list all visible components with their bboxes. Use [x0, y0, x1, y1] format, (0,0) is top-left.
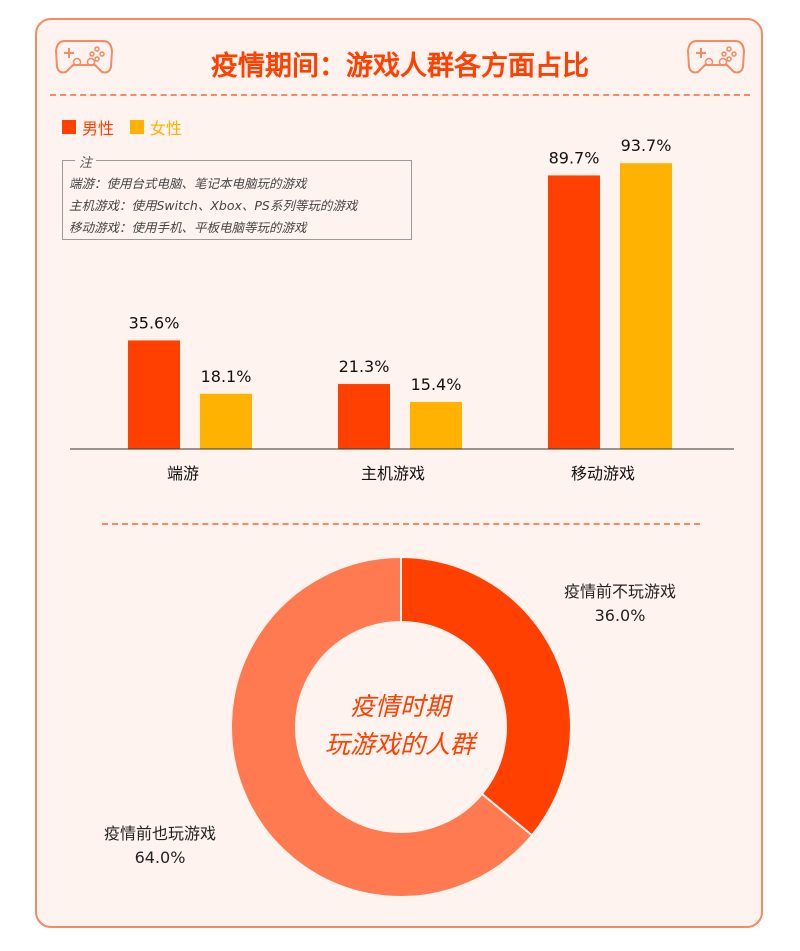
note-title: 注 — [75, 152, 97, 171]
donut-slice — [400, 555, 572, 837]
slice-label-not-played: 疫情前不玩游戏 36.0% — [545, 580, 695, 628]
bar — [128, 340, 180, 449]
divider — [102, 523, 700, 525]
bar — [338, 384, 390, 449]
bar — [200, 393, 252, 449]
bar-value-label: 21.3% — [339, 357, 390, 376]
bar — [410, 402, 462, 449]
x-tick-label: 移动游戏 — [571, 464, 635, 483]
legend-label-female: 女性 — [150, 119, 183, 138]
legend-item-female: 女性 — [130, 115, 182, 139]
bar-value-label: 93.7% — [621, 136, 672, 155]
bar-value-label: 89.7% — [549, 148, 600, 167]
donut-center-line: 疫情时期 — [349, 692, 450, 721]
note-box: 注 端游：使用台式电脑、笔记本电脑玩的游戏 主机游戏：使用Switch、Xbox… — [62, 152, 412, 240]
x-tick-label: 端游 — [167, 464, 199, 483]
donut-slice — [230, 555, 534, 898]
gamepad-icon — [687, 40, 745, 74]
bar-value-label: 35.6% — [129, 313, 180, 332]
note-line: 端游：使用台式电脑、笔记本电脑玩的游戏 — [69, 176, 307, 191]
slice-value: 36.0% — [594, 606, 646, 625]
chart-title: 疫情期间：游戏人群各方面占比 — [211, 51, 589, 82]
bar-value-label: 18.1% — [201, 367, 252, 386]
bar-chart: 35.6% 18.1% 端游 21.3% 15.4% 主机游戏 89.7% 93.7% 移动游戏 — [70, 136, 734, 483]
donut-center-text: 疫情时期 玩游戏的人群 — [300, 688, 500, 764]
donut-center-line: 玩游戏的人群 — [324, 730, 475, 759]
note-line: 移动游戏：使用手机、平板电脑等玩的游戏 — [69, 220, 307, 235]
slice-name: 疫情前也玩游戏 — [103, 824, 216, 843]
slice-value: 64.0% — [134, 848, 186, 867]
legend: 男性 女性 — [62, 115, 182, 139]
legend-swatch-male — [62, 120, 76, 134]
legend-swatch-female — [130, 120, 145, 134]
slice-label-also-played: 疫情前也玩游戏 64.0% — [85, 822, 235, 870]
legend-label-male: 男性 — [82, 119, 115, 138]
bar — [548, 175, 600, 450]
x-tick-label: 主机游戏 — [361, 464, 425, 483]
bar-value-label: 15.4% — [411, 375, 462, 394]
gamepad-icon — [55, 40, 113, 74]
slice-name: 疫情前不玩游戏 — [563, 582, 676, 601]
divider — [50, 94, 750, 96]
note-line: 主机游戏：使用Switch、Xbox、PS系列等玩的游戏 — [69, 198, 358, 213]
legend-item-male: 男性 — [62, 115, 114, 139]
bar — [620, 163, 672, 449]
